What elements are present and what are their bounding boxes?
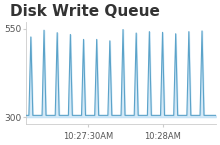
- Text: Disk Write Queue: Disk Write Queue: [10, 4, 160, 19]
